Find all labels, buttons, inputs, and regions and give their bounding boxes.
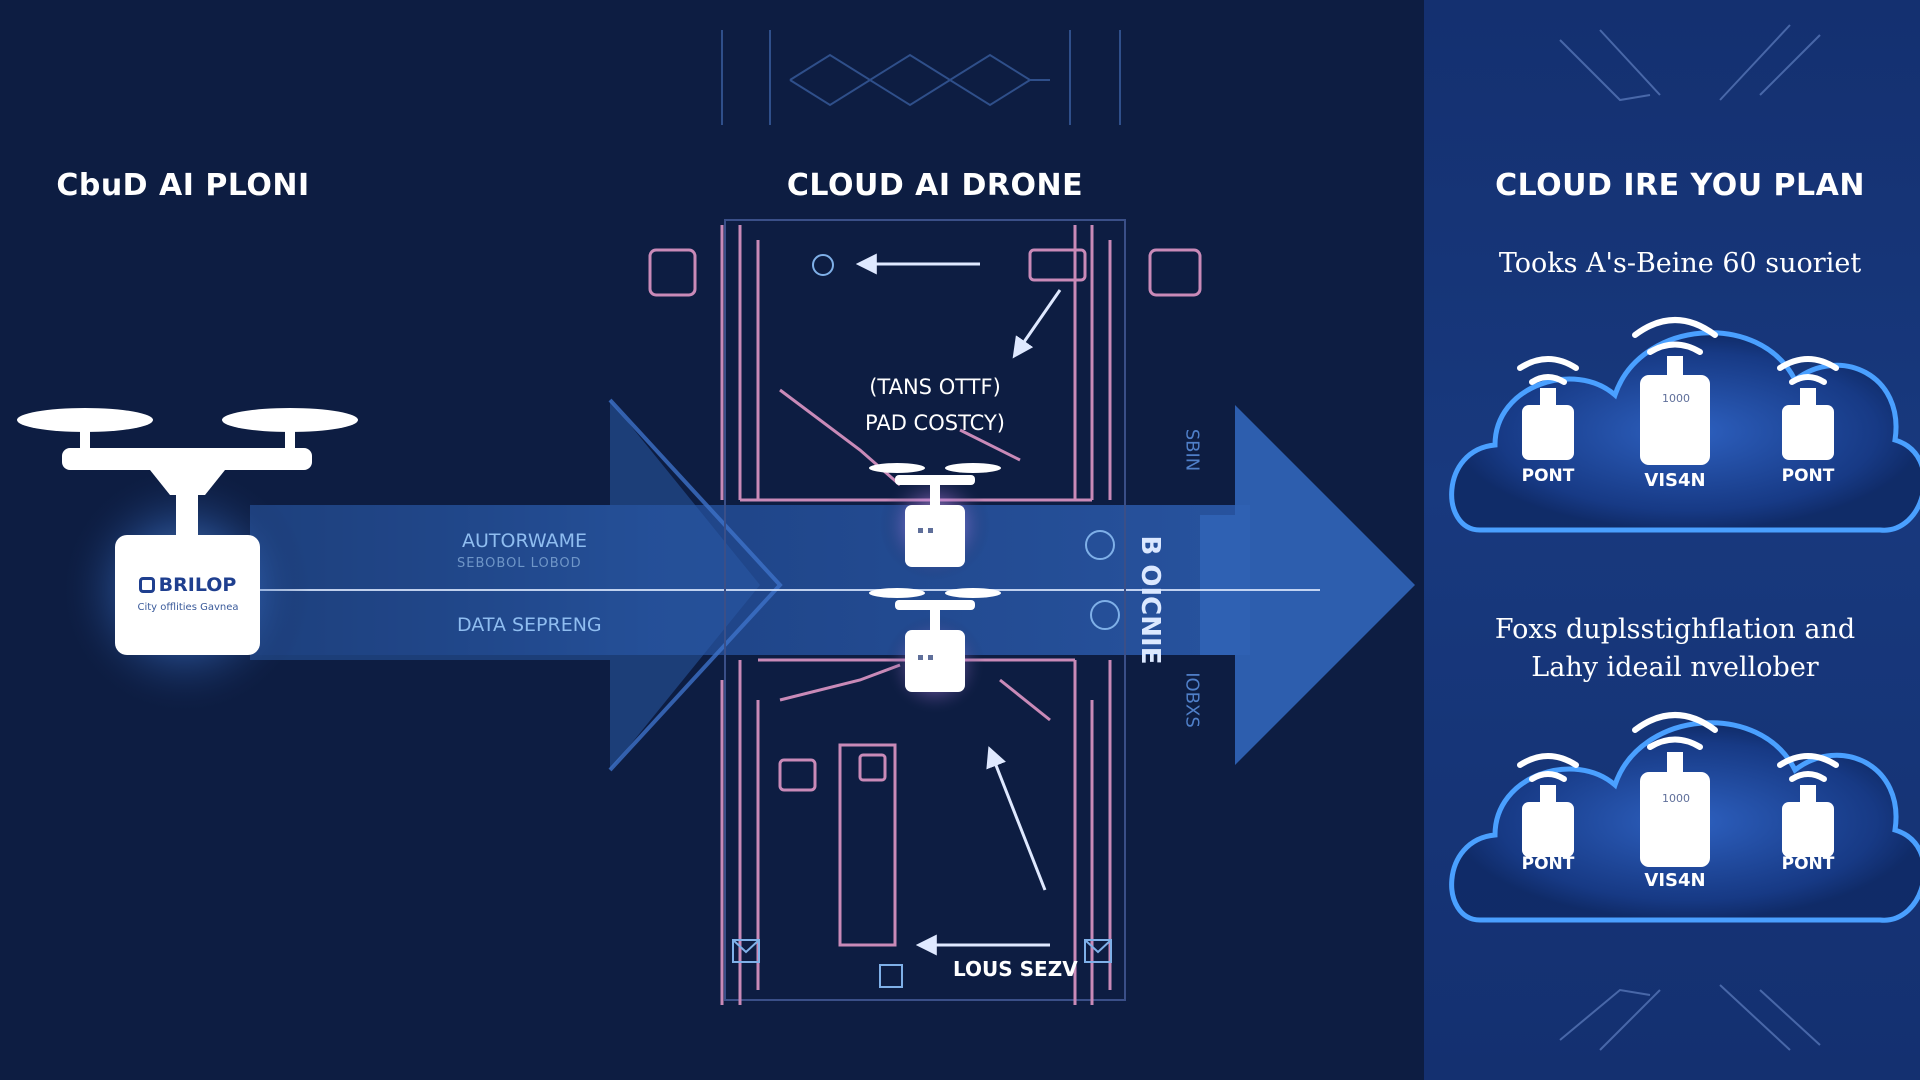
right-decoration [1559, 24, 1821, 1051]
cloud-bottom-devices [1517, 712, 1839, 867]
flow-label-top: AUTORWAME [462, 530, 588, 552]
cloud-bottom-label-center: VIS4N [1644, 870, 1706, 891]
flow-label-top-sub: SEBOBOL LOBOD [457, 556, 582, 571]
brand-logo-icon [138, 577, 155, 593]
title-left: CbuD AI PLONI [56, 168, 310, 203]
cloud-bottom-label-left: PONT [1521, 854, 1575, 874]
center-drone-bottom [869, 588, 1001, 715]
circuit-frame [648, 219, 1202, 1005]
center-drone-top [869, 463, 1001, 580]
title-center: CLOUD AI DRONE [786, 168, 1084, 203]
title-right: CLOUD IRE YOU PLAN [1495, 168, 1865, 203]
cloud-bottom-device-text: 1000 [1662, 792, 1690, 805]
wifi-icon [1517, 317, 1839, 385]
cloud-top-devices [1517, 317, 1839, 465]
cloud-top-label-center: VIS4N [1644, 470, 1706, 491]
flow-label-bottom: DATA SEPRENG [457, 614, 602, 636]
circuit-icons [732, 254, 1120, 988]
wifi-icon [1517, 712, 1839, 782]
flow-arrow [250, 398, 1415, 772]
right-subtext-bottom-line2: Lahy ideail nvellober [1531, 652, 1819, 683]
center-caption-line2: PAD COSTCY) [865, 411, 1005, 435]
top-decoration [721, 30, 1121, 125]
flow-vertical-main: B OICNIE [1135, 535, 1165, 665]
right-subtext-bottom-line1: Foxs duplsstighflation and [1494, 614, 1856, 645]
center-caption-line1: (TANS OTTF) [869, 375, 1001, 399]
cloud-top-label-right: PONT [1781, 466, 1835, 486]
flow-vertical-side-top: SBIN [1181, 428, 1203, 472]
cloud-top-label-left: PONT [1521, 466, 1575, 486]
cloud-top-device-text: 1000 [1662, 392, 1690, 405]
cloud-bottom-label-right: PONT [1781, 854, 1835, 874]
right-subtext-top: Tooks A's-Beine 60 suoriet [1498, 248, 1862, 279]
large-drone [17, 408, 358, 715]
flow-vertical-side-bottom: IOBXS [1181, 672, 1203, 728]
drone-subtitle: City offlities Gavnea [137, 602, 239, 613]
center-arrows [855, 253, 1062, 956]
drone-brand: BRILOP [130, 574, 245, 596]
center-bottom-label: LOUS SEZV [953, 957, 1078, 981]
drone-brand-text: BRILOP [158, 574, 237, 596]
